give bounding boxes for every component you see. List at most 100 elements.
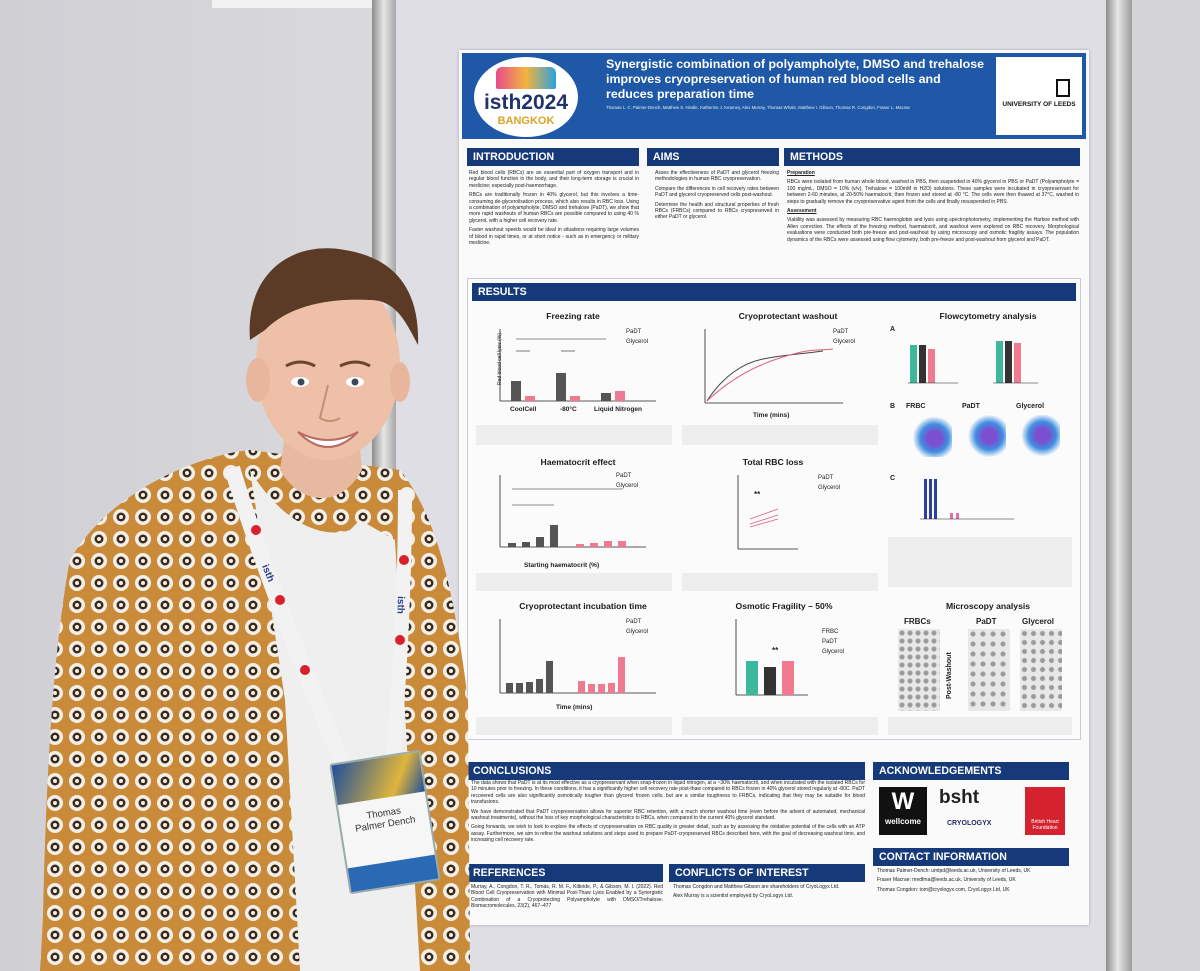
- flow-c-bar-1: [924, 479, 927, 519]
- flow-chart-a: A: [890, 326, 1038, 384]
- flow-label-b: B: [890, 403, 896, 410]
- flow-c-bar-4: [950, 513, 953, 519]
- incub-legend-padt: PaDT: [626, 619, 642, 625]
- loss-sig: **: [754, 490, 761, 499]
- osmotic-chart: ** FRBC PaDT Glycerol: [735, 619, 844, 696]
- freezing-ylabel: Red blood cell lysis (%): [497, 333, 503, 385]
- incub-bar-6: [578, 681, 585, 693]
- lanyard-dot-4: [399, 555, 409, 565]
- right-ear: [390, 362, 410, 402]
- haematocrit-caption: [476, 573, 672, 591]
- flow-bar-5: [1005, 341, 1012, 383]
- conflicts-2: Alex Murray is a scientist employed by C…: [673, 893, 794, 900]
- incub-xlabel: Time (mins): [556, 704, 592, 711]
- contact-text: Thomas Palmer-Dench: umtpd@leeds.ac.uk, …: [877, 868, 1069, 896]
- loss-legend-glycerol: Glycerol: [818, 485, 840, 491]
- micro-image-padt: [968, 629, 1010, 711]
- osm-sig: **: [772, 646, 779, 655]
- contact-2[interactable]: Fraser Macrae: medfma@leeds.ac.uk, Unive…: [877, 877, 1016, 884]
- lanyard-dot-3: [300, 665, 310, 675]
- microscopy-title: Microscopy analysis: [945, 601, 1031, 611]
- lanyard-text-2: isth: [394, 596, 406, 614]
- ack-heading: ACKNOWLEDGEMENTS: [873, 762, 1069, 780]
- left-pupil: [297, 378, 305, 386]
- haem-legend-glycerol: Glycerol: [616, 483, 638, 489]
- poster-title: Synergistic combination of polyampholyte…: [606, 57, 984, 101]
- haem-bar-6: [590, 543, 598, 547]
- freezing-rate-title: Freezing rate: [546, 311, 600, 321]
- flow-c-bar-2: [929, 479, 932, 519]
- micro-col-frbc: FRBCs: [904, 617, 931, 626]
- poster-authors: Thomas L. C. Palmer-Dench, Matthew S. Hi…: [606, 105, 910, 110]
- total-loss-chart: ** PaDT Glycerol: [737, 475, 840, 550]
- osm-legend-frbc: FRBC: [822, 629, 839, 635]
- paper-scrap: [212, 0, 372, 8]
- freezing-x-80: -80°C: [560, 405, 577, 413]
- aims-item-1: Asses the effectiveness of PaDT and glyc…: [655, 170, 779, 183]
- lanyard-left: [224, 465, 353, 774]
- flow-label-c: C: [890, 475, 896, 482]
- washout-line-glycerol: [706, 348, 834, 402]
- bsht-logo: bsht: [939, 787, 980, 808]
- wellcome-label: wellcome: [884, 817, 921, 826]
- contact-heading: CONTACT INFORMATION: [873, 848, 1069, 866]
- freezing-x-ln: Liquid Nitrogen: [594, 406, 642, 413]
- freezing-bar-coolcell-padt: [511, 381, 521, 401]
- nose: [318, 384, 341, 422]
- incub-bar-1: [506, 683, 513, 693]
- haem-bar-3: [536, 537, 544, 547]
- flow-scatter-frbc: [908, 415, 952, 457]
- badge-name: Thomas Palmer Dench: [339, 801, 429, 836]
- washout-xlabel: Time (mins): [753, 412, 789, 419]
- intro-text: Red blood cells (RBCs) are an essential …: [469, 170, 639, 249]
- osm-bar-glycerol: [782, 661, 794, 695]
- references-heading: REFERENCES: [467, 864, 663, 882]
- poster: isth2024 BANGKOK Synergistic combination…: [459, 50, 1089, 925]
- lanyard-dot-2: [275, 595, 285, 605]
- right-brow: [339, 360, 371, 368]
- methods-assess-title: Assessment: [787, 208, 817, 215]
- microscopy-caption: [888, 717, 1072, 735]
- osmotic-title: Osmotic Fragility – 50%: [735, 601, 833, 611]
- right-pupil: [351, 378, 359, 386]
- logo-temple-icon: [496, 67, 556, 89]
- intro-p2: RBCs are traditionally frozen in 40% gly…: [469, 192, 639, 224]
- flow-col-frbc: FRBC: [906, 403, 926, 410]
- haematocrit-title: Haematocrit effect: [540, 457, 616, 467]
- flow-c-bar-3: [934, 479, 937, 519]
- conflicts-heading: CONFLICTS OF INTEREST: [669, 864, 865, 882]
- flow-bar-6: [1014, 343, 1021, 383]
- flow-bar-3: [928, 349, 935, 383]
- aims-heading: AIMS: [647, 148, 779, 166]
- incubation-chart: PaDT Glycerol Time (mins): [499, 619, 656, 711]
- references-text: Murray, A., Congdon, T. R., Tomás, R. M.…: [471, 884, 663, 910]
- contact-1[interactable]: Thomas Palmer-Dench: umtpd@leeds.ac.uk, …: [877, 868, 1031, 874]
- wellcome-w-icon: W: [891, 788, 915, 815]
- incubation-caption: [476, 717, 672, 735]
- logo-main-text: isth2024: [483, 91, 569, 114]
- micro-col-padt: PaDT: [976, 617, 997, 626]
- methods-heading: METHODS: [784, 148, 1080, 166]
- intro-heading: INTRODUCTION: [467, 148, 639, 166]
- haematocrit-chart: PaDT Glycerol Starting haematocrit (%): [499, 473, 646, 569]
- freezing-legend-padt: PaDT: [626, 329, 642, 335]
- intro-p3: Faster washout speeds would be ideal in …: [469, 227, 639, 247]
- micro-image-frbc: [898, 629, 940, 711]
- loss-pair-3: [749, 518, 779, 528]
- contact-3[interactable]: Thomas Congdon: tom@cryologyx.com, CryoL…: [877, 886, 1010, 893]
- freezing-bar-80-glycerol: [570, 396, 580, 401]
- loss-legend-padt: PaDT: [818, 475, 834, 481]
- total-loss-title: Total RBC loss: [742, 457, 804, 467]
- osm-bar-frbc: [746, 661, 758, 695]
- methods-prep: RBCs were isolated from human whole bloo…: [787, 179, 1079, 205]
- conclusions-p2: We have demonstrated that PaDT cryoprese…: [471, 808, 865, 822]
- flow-chart-c: [920, 479, 1014, 520]
- freezing-legend-glycerol: Glycerol: [626, 339, 648, 345]
- washout-line-padt: [706, 350, 824, 402]
- conclusions-p3: Going forwards, we wish to look to explo…: [471, 824, 865, 844]
- incub-bar-9: [608, 683, 615, 693]
- aims-item-3: Determine the health and structural prop…: [655, 201, 779, 221]
- flow-scatter-glycerol: [1016, 415, 1060, 457]
- leeds-crest-icon: [1056, 79, 1070, 97]
